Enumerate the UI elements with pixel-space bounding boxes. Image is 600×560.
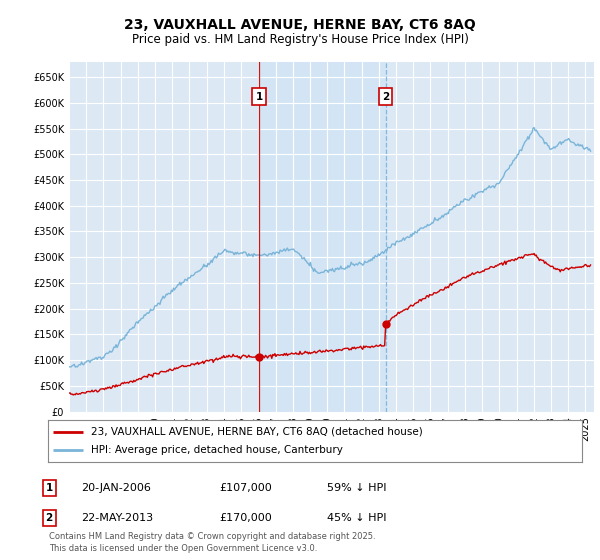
Text: HPI: Average price, detached house, Canterbury: HPI: Average price, detached house, Cant… — [91, 445, 343, 455]
Text: Contains HM Land Registry data © Crown copyright and database right 2025.
This d: Contains HM Land Registry data © Crown c… — [49, 533, 376, 553]
Text: £107,000: £107,000 — [219, 483, 272, 493]
Text: 2: 2 — [46, 513, 53, 523]
Bar — [259, 62, 386, 412]
Text: 22-MAY-2013: 22-MAY-2013 — [81, 513, 153, 523]
Text: Price paid vs. HM Land Registry's House Price Index (HPI): Price paid vs. HM Land Registry's House … — [131, 32, 469, 46]
Text: 23, VAUXHALL AVENUE, HERNE BAY, CT6 8AQ: 23, VAUXHALL AVENUE, HERNE BAY, CT6 8AQ — [124, 18, 476, 32]
Text: £170,000: £170,000 — [219, 513, 272, 523]
Text: 2: 2 — [382, 92, 389, 101]
Text: 20-JAN-2006: 20-JAN-2006 — [81, 483, 151, 493]
Text: 1: 1 — [46, 483, 53, 493]
Text: 59% ↓ HPI: 59% ↓ HPI — [327, 483, 386, 493]
Text: 1: 1 — [256, 92, 263, 101]
Text: 23, VAUXHALL AVENUE, HERNE BAY, CT6 8AQ (detached house): 23, VAUXHALL AVENUE, HERNE BAY, CT6 8AQ … — [91, 427, 422, 437]
Text: 45% ↓ HPI: 45% ↓ HPI — [327, 513, 386, 523]
